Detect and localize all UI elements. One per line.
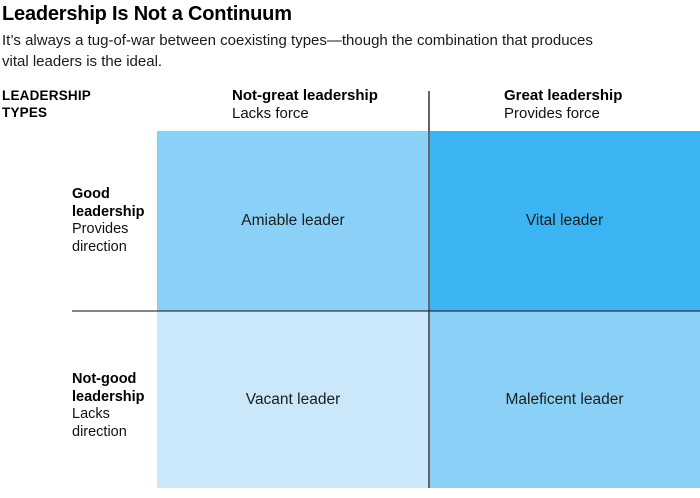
row-header-good: Good leadership Provides direction xyxy=(72,186,158,256)
row-header-not-good: Not-good leadership Lacks direction xyxy=(72,371,158,441)
column-sublabel: Provides force xyxy=(504,105,600,122)
horizontal-axis-divider xyxy=(72,310,700,312)
row-label: Good leadership xyxy=(72,186,145,220)
quadrant-label: Vacant leader xyxy=(245,390,341,408)
vertical-axis-divider xyxy=(428,91,430,488)
column-sublabel: Lacks force xyxy=(232,105,309,122)
column-header-not-great: Not-great leadership Lacks force xyxy=(232,87,378,123)
quadrant-label: Maleficent leader xyxy=(505,390,624,408)
axis-corner-label: LEADERSHIP TYPES xyxy=(2,88,91,120)
figure-title: Leadership Is Not a Continuum xyxy=(2,3,292,25)
quadrant-maleficent-leader: Maleficent leader xyxy=(429,311,700,488)
row-sublabel: Lacks direction xyxy=(72,406,127,440)
quadrant-label: Vital leader xyxy=(525,212,604,229)
quadrant-vital-leader: Vital leader xyxy=(429,131,700,311)
column-header-great: Great leadership Provides force xyxy=(504,87,622,123)
quadrant-vacant-leader: Vacant leader xyxy=(157,311,429,488)
quadrant-label: Amiable leader xyxy=(241,212,345,229)
row-label: Not-good leadership xyxy=(72,371,145,405)
quadrant-amiable-leader: Amiable leader xyxy=(157,131,429,311)
figure-subtitle: It’s always a tug-of-war between coexist… xyxy=(2,32,593,70)
column-label: Not-great leadership xyxy=(232,87,378,104)
column-label: Great leadership xyxy=(504,87,623,104)
row-sublabel: Provides direction xyxy=(72,221,129,255)
